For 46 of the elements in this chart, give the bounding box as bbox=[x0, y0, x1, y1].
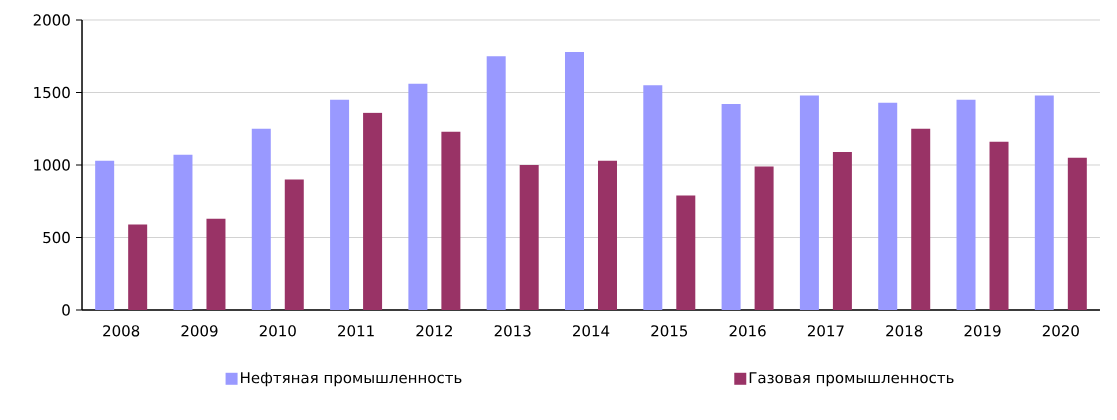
bar bbox=[363, 112, 383, 310]
bar bbox=[1067, 157, 1087, 310]
bar bbox=[284, 179, 304, 310]
bar bbox=[441, 131, 461, 310]
y-tick-label: 1000 bbox=[34, 159, 70, 171]
bar bbox=[173, 154, 193, 310]
y-tick-label: 0 bbox=[62, 304, 70, 316]
bar bbox=[408, 83, 428, 310]
bar bbox=[598, 160, 617, 310]
bar bbox=[486, 56, 506, 310]
bar bbox=[1034, 95, 1054, 310]
bar bbox=[95, 160, 115, 310]
y-tick-label: 1500 bbox=[34, 86, 70, 99]
y-tick-label: 2000 bbox=[33, 14, 70, 26]
bar bbox=[754, 166, 774, 310]
bar bbox=[878, 102, 898, 310]
x-tick-label: 2014 bbox=[573, 325, 610, 337]
legend-label: Нефтяная промышленность bbox=[241, 372, 462, 387]
bar bbox=[989, 141, 1009, 310]
bar bbox=[721, 104, 741, 310]
x-tick-label: 2019 bbox=[964, 325, 1001, 337]
x-tick-label: 2015 bbox=[651, 325, 688, 337]
bar bbox=[799, 95, 819, 310]
bar bbox=[330, 99, 350, 310]
bar bbox=[832, 151, 852, 310]
bar bbox=[565, 51, 584, 310]
x-tick-label: 2020 bbox=[1042, 325, 1079, 337]
x-tick-label: 2018 bbox=[886, 325, 923, 337]
bar bbox=[519, 164, 539, 310]
x-tick-label: 2016 bbox=[729, 325, 766, 337]
y-tick-label: 500 bbox=[43, 231, 70, 244]
bar bbox=[128, 224, 148, 310]
bar bbox=[206, 218, 226, 310]
x-tick-label: 2017 bbox=[807, 325, 844, 337]
bar bbox=[911, 128, 931, 310]
legend-label: Газовая промышленность bbox=[749, 372, 954, 387]
bar bbox=[676, 195, 696, 310]
bar bbox=[251, 128, 271, 310]
x-tick-label: 2010 bbox=[259, 325, 296, 337]
bar bbox=[643, 85, 663, 310]
x-tick-label: 2009 bbox=[181, 325, 218, 337]
bar bbox=[956, 99, 976, 310]
x-tick-label: 2008 bbox=[103, 325, 140, 337]
x-tick-label: 2013 bbox=[494, 325, 531, 337]
x-tick-label: 2012 bbox=[416, 325, 452, 337]
x-tick-label: 2011 bbox=[338, 325, 374, 337]
